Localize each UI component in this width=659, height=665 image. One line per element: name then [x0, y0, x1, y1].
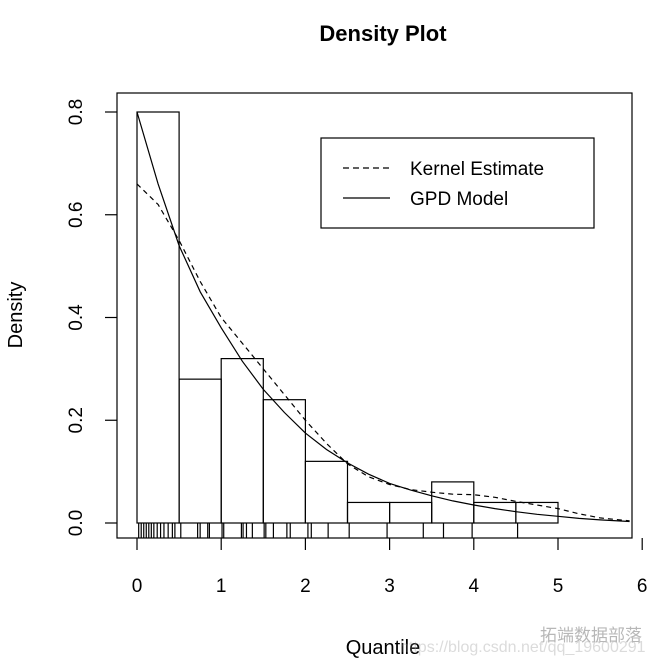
- histogram-bar: [431, 481, 475, 524]
- y-axis-label: Density: [5, 282, 27, 349]
- y-tick-label: 0.6: [66, 202, 87, 228]
- watermark-url: https://blog.csdn.net/qq_19600291: [400, 639, 646, 656]
- plot-frame: [116, 92, 633, 539]
- y-tick-label: 0.2: [66, 407, 87, 433]
- rug-marks: [138, 523, 519, 538]
- histogram-bars: [136, 111, 559, 524]
- histogram-bar: [346, 501, 391, 524]
- x-axis: 0 1 2 3 4 5 6: [132, 538, 648, 597]
- density-lines: [136, 111, 630, 523]
- gpd-model-line: [136, 111, 630, 523]
- y-tick-label: 0.0: [66, 510, 87, 536]
- x-tick-label: 4: [469, 576, 480, 597]
- x-axis-label: Quantile: [346, 637, 421, 659]
- legend: Kernel Estimate GPD Model: [320, 137, 595, 229]
- y-axis: 0.0 0.2 0.4 0.6 0.8: [66, 99, 117, 536]
- y-tick-label: 0.4: [66, 304, 87, 331]
- legend-label-gpd: GPD Model: [410, 189, 508, 210]
- chart-title: Density Plot: [319, 21, 447, 46]
- watermark-logo-text: 拓端数据部落: [540, 626, 642, 645]
- histogram-bar: [262, 399, 306, 524]
- x-tick-label: 5: [553, 576, 564, 597]
- x-tick-label: 6: [637, 576, 648, 597]
- histogram-bar: [304, 460, 349, 524]
- histogram-bar: [136, 111, 180, 524]
- histogram-bar: [515, 501, 559, 524]
- legend-box: [320, 137, 595, 229]
- histogram-bar: [220, 358, 264, 524]
- watermark: https://blog.csdn.net/qq_19600291 拓端数据部落: [400, 626, 646, 656]
- x-tick-label: 3: [384, 576, 395, 597]
- histogram-bar: [178, 378, 222, 524]
- x-tick-label: 2: [300, 576, 311, 597]
- y-tick-label: 0.8: [66, 99, 87, 125]
- x-tick-label: 0: [132, 576, 143, 597]
- kernel-estimate-line: [136, 183, 630, 522]
- x-tick-label: 1: [216, 576, 227, 597]
- histogram-bar: [389, 501, 433, 524]
- legend-label-kernel: Kernel Estimate: [410, 159, 544, 180]
